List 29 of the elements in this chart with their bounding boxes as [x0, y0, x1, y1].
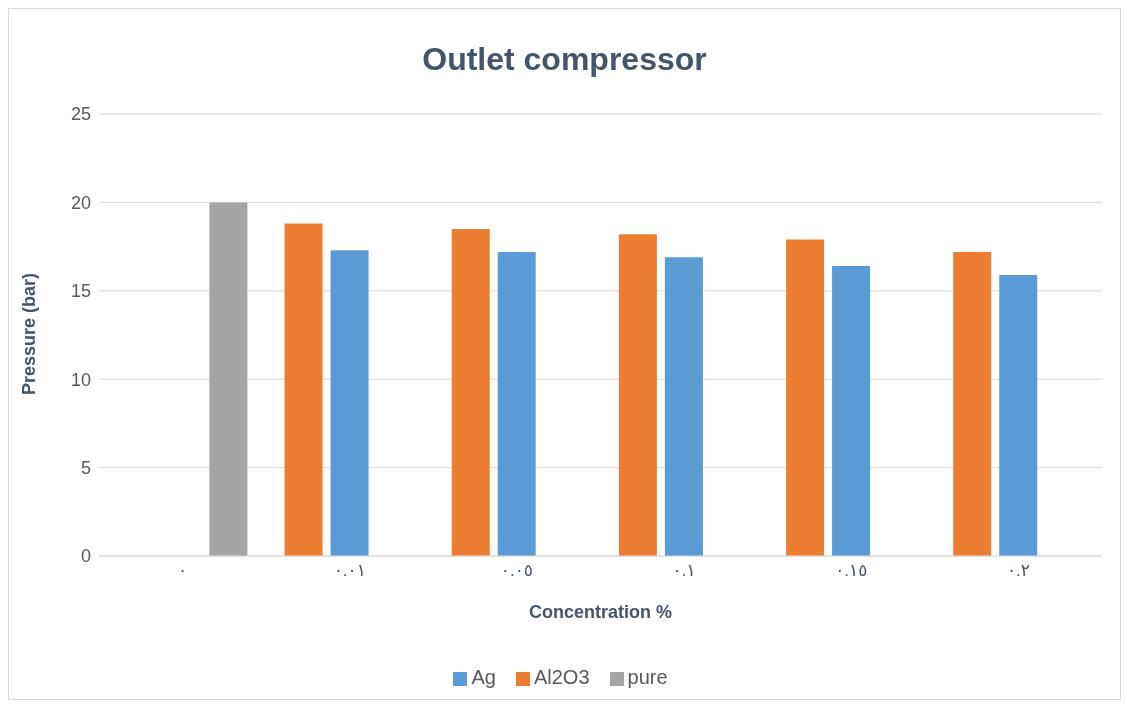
- bar: [451, 228, 490, 556]
- bar: [497, 251, 536, 556]
- legend-label: Al2O3: [533, 666, 590, 688]
- x-tick-label: ٠: [178, 561, 188, 581]
- y-tick-label: 15: [70, 281, 91, 302]
- x-tick-label: ٠.٠١: [333, 561, 366, 581]
- x-tick-label: ٠.٠٥: [500, 561, 533, 581]
- bar: [999, 274, 1038, 556]
- y-tick-label: 25: [70, 104, 91, 125]
- x-tick-label: ٠.١: [672, 561, 696, 581]
- bar: [664, 257, 703, 556]
- y-tick-label: 5: [80, 457, 91, 478]
- x-axis-title: Concentration %: [528, 602, 673, 622]
- bar: [209, 202, 248, 556]
- bar: [618, 234, 657, 556]
- y-tick-label: 10: [70, 369, 91, 390]
- x-tick-label: ٠.١٥: [835, 561, 868, 581]
- x-tick-label: ٠.٢: [1006, 561, 1030, 581]
- chart-title: Outlet compressor: [421, 41, 708, 78]
- bar: [953, 251, 992, 556]
- bar: [786, 239, 825, 556]
- y-tick-label: 0: [80, 546, 91, 567]
- y-tick-label: 20: [70, 192, 91, 213]
- bar: [330, 250, 369, 556]
- y-axis-title: Pressure (bar): [19, 272, 40, 395]
- legend-label: pure: [627, 666, 668, 688]
- bar: [832, 266, 871, 556]
- legend-label: Ag: [471, 666, 496, 688]
- bar: [284, 223, 323, 556]
